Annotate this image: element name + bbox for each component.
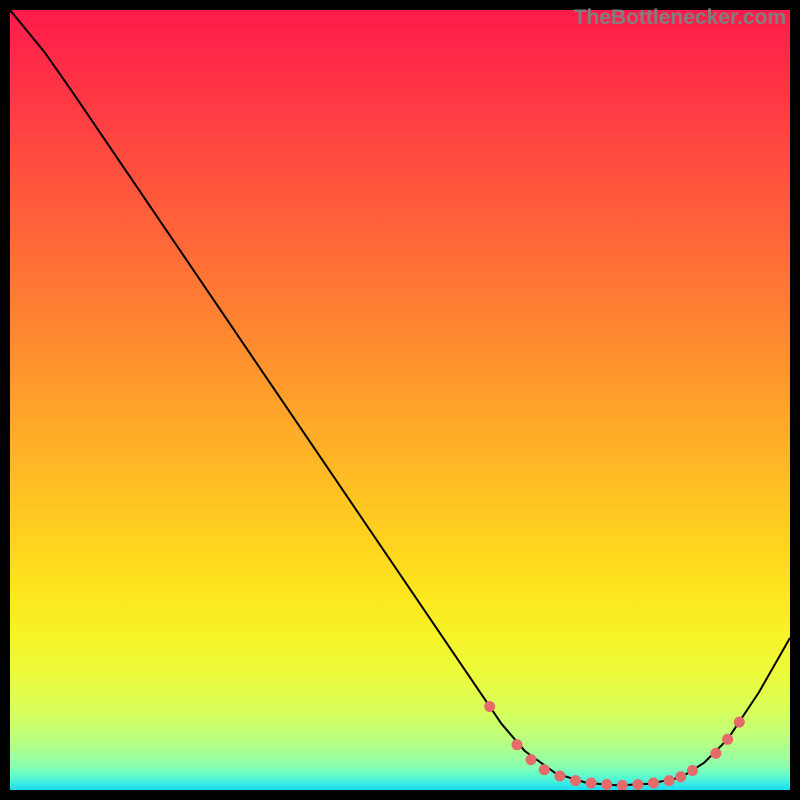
marker-dot [601,779,612,790]
marker-dot [710,748,721,759]
marker-dot [734,717,745,728]
marker-dot [675,771,686,782]
marker-dot [586,777,597,788]
marker-dot [512,739,523,750]
curve-line [10,10,790,785]
marker-dot [648,777,659,788]
marker-dot [484,701,495,712]
plot-area [10,10,790,790]
marker-dot [687,765,698,776]
marker-dot [632,779,643,790]
chart-overlay [10,10,790,790]
marker-dot [554,770,565,781]
marker-dot [722,734,733,745]
marker-group [484,701,745,790]
watermark-text: TheBottlenecker.com [574,6,786,30]
marker-dot [664,775,675,786]
marker-dot [539,764,550,775]
marker-dot [526,754,537,765]
marker-dot [617,780,628,790]
marker-dot [570,775,581,786]
